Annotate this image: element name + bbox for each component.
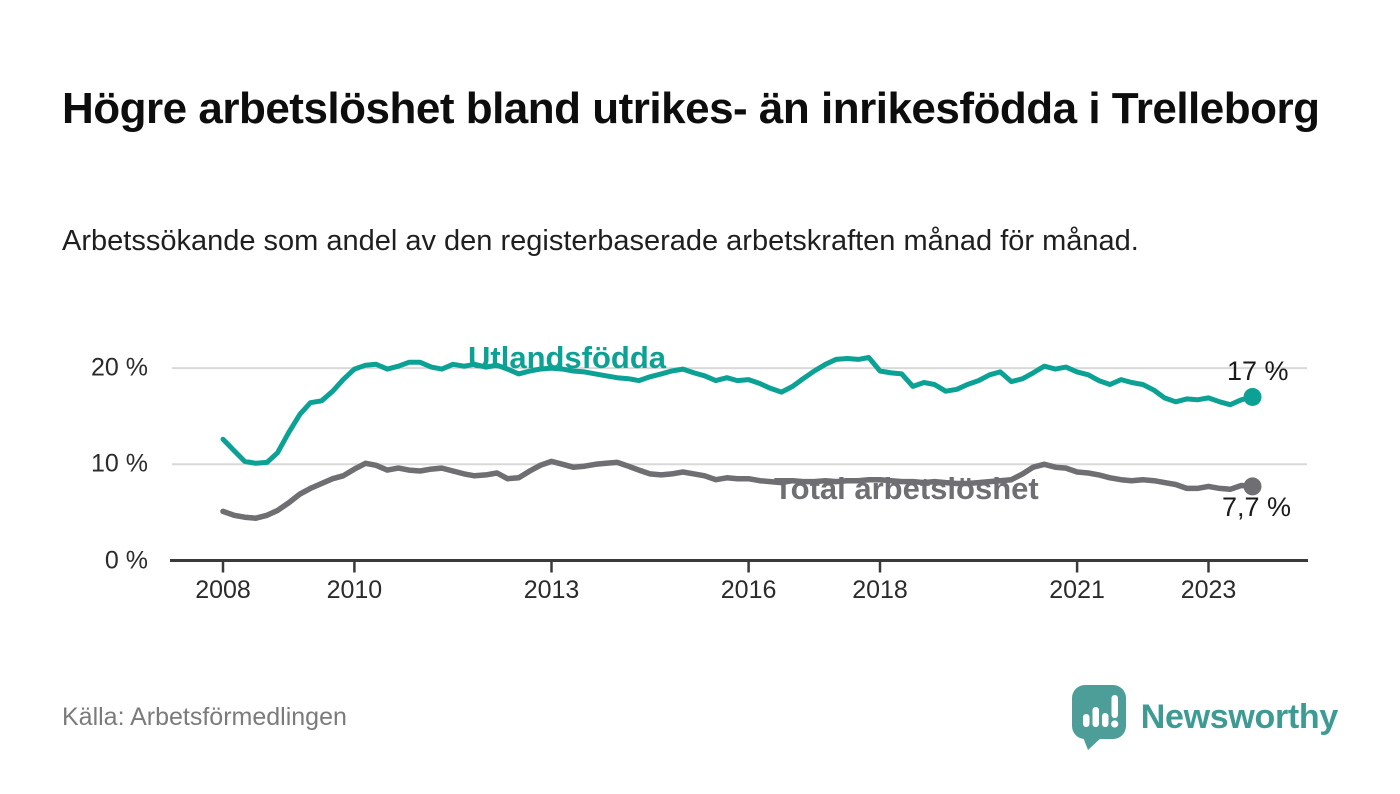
- brand-name: Newsworthy: [1140, 697, 1339, 736]
- series-line-total: [220, 458, 1256, 521]
- newsworthy-brand: Newsworthy: [1071, 684, 1339, 750]
- y-tick-label: 10 %: [91, 449, 148, 478]
- x-tick-label: 2018: [852, 576, 908, 604]
- series-label-utlandsfodda: Utlandsfödda: [468, 340, 667, 375]
- newsworthy-logo-icon: [1071, 684, 1126, 750]
- x-tick-label: 2016: [720, 576, 777, 604]
- y-tick-label: 20 %: [91, 353, 148, 382]
- series-end-dot: [1243, 387, 1262, 406]
- x-tick-label: 2010: [326, 576, 383, 604]
- x-tick-label: 2013: [523, 576, 580, 604]
- page-title: Högre arbetslöshet bland utrikes- än inr…: [62, 84, 1320, 134]
- y-tick-label: 0 %: [104, 546, 148, 574]
- chart-subtitle: Arbetssökande som andel av den registerb…: [62, 225, 1139, 257]
- source-note: Källa: Arbetsförmedlingen: [62, 703, 347, 731]
- series-line-utlandsfodda: [220, 355, 1255, 466]
- x-tick-label: 2021: [1049, 576, 1105, 604]
- end-value-label-total: 7,7 %: [1222, 492, 1292, 522]
- end-value-label-utlandsfodda: 17 %: [1227, 356, 1289, 386]
- series-label-total-arbetsloshet: Total arbetslöshet: [774, 471, 1039, 506]
- x-tick-label: 2023: [1180, 576, 1237, 604]
- series-end-dot: [1243, 477, 1262, 496]
- x-tick-label: 2008: [195, 576, 251, 604]
